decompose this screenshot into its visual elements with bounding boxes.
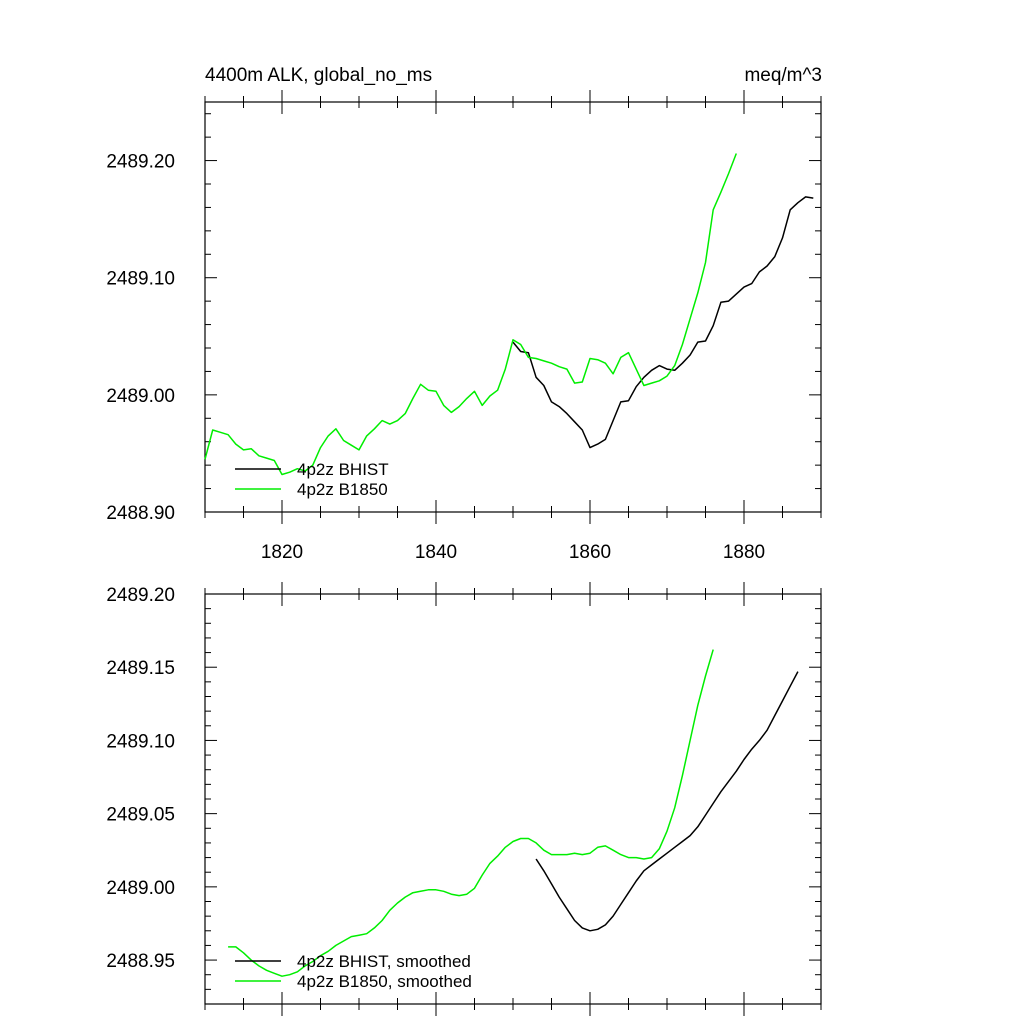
- top-panel: 4400m ALK, global_no_ms meq/m^3 1820 1840…: [106, 65, 822, 563]
- y-tick-label: 2489.10: [106, 731, 175, 752]
- legend-label: 4p2z BHIST, smoothed: [297, 952, 471, 971]
- top-series-lines: [204, 153, 814, 476]
- legend-label: 4p2z B1850, smoothed: [297, 972, 472, 991]
- series-line-4p2z-b1850: [204, 153, 737, 476]
- y-tick-label: 2489.00: [106, 878, 175, 899]
- y-tick-label: 2489.10: [106, 269, 175, 290]
- top-plot-frame: [204, 101, 822, 513]
- bottom-series-lines: [228, 649, 799, 977]
- y-tick-label: 2489.15: [106, 658, 175, 679]
- top-axis-ticks: 1820 1840 1860 1880 2488.90 2489.00 2489.10 248…: [106, 90, 822, 563]
- x-tick-label: 1840: [415, 542, 457, 563]
- panel-title-left: 4400m ALK, global_no_ms: [205, 65, 432, 86]
- panel-title-units: meq/m^3: [744, 65, 822, 86]
- bottom-axis-ticks: 2488.95 2489.00 2489.05 2489.10 2489.15 2489.…: [106, 582, 822, 1016]
- y-tick-label: 2488.95: [106, 951, 175, 972]
- y-tick-label: 2489.05: [106, 805, 175, 826]
- x-tick-label: 1820: [261, 542, 303, 563]
- bottom-panel: 2488.95 2489.00 2489.05 2489.10 2489.15 2489.…: [106, 582, 822, 1016]
- series-line-4p2z-b1850-smoothed: [228, 649, 714, 977]
- bottom-plot-frame: [204, 593, 822, 1005]
- legend-label: 4p2z BHIST: [297, 460, 389, 479]
- y-tick-label: 2488.90: [106, 503, 175, 524]
- y-tick-label: 2489.20: [106, 585, 175, 606]
- series-line-4p2z-bhist-smoothed: [535, 671, 799, 932]
- x-tick-label: 1880: [723, 542, 765, 563]
- y-tick-label: 2489.00: [106, 386, 175, 407]
- x-tick-label: 1860: [569, 542, 611, 563]
- legend-label: 4p2z B1850: [297, 480, 388, 499]
- series-line-4p2z-bhist: [512, 196, 814, 449]
- y-tick-label: 2489.20: [106, 152, 175, 173]
